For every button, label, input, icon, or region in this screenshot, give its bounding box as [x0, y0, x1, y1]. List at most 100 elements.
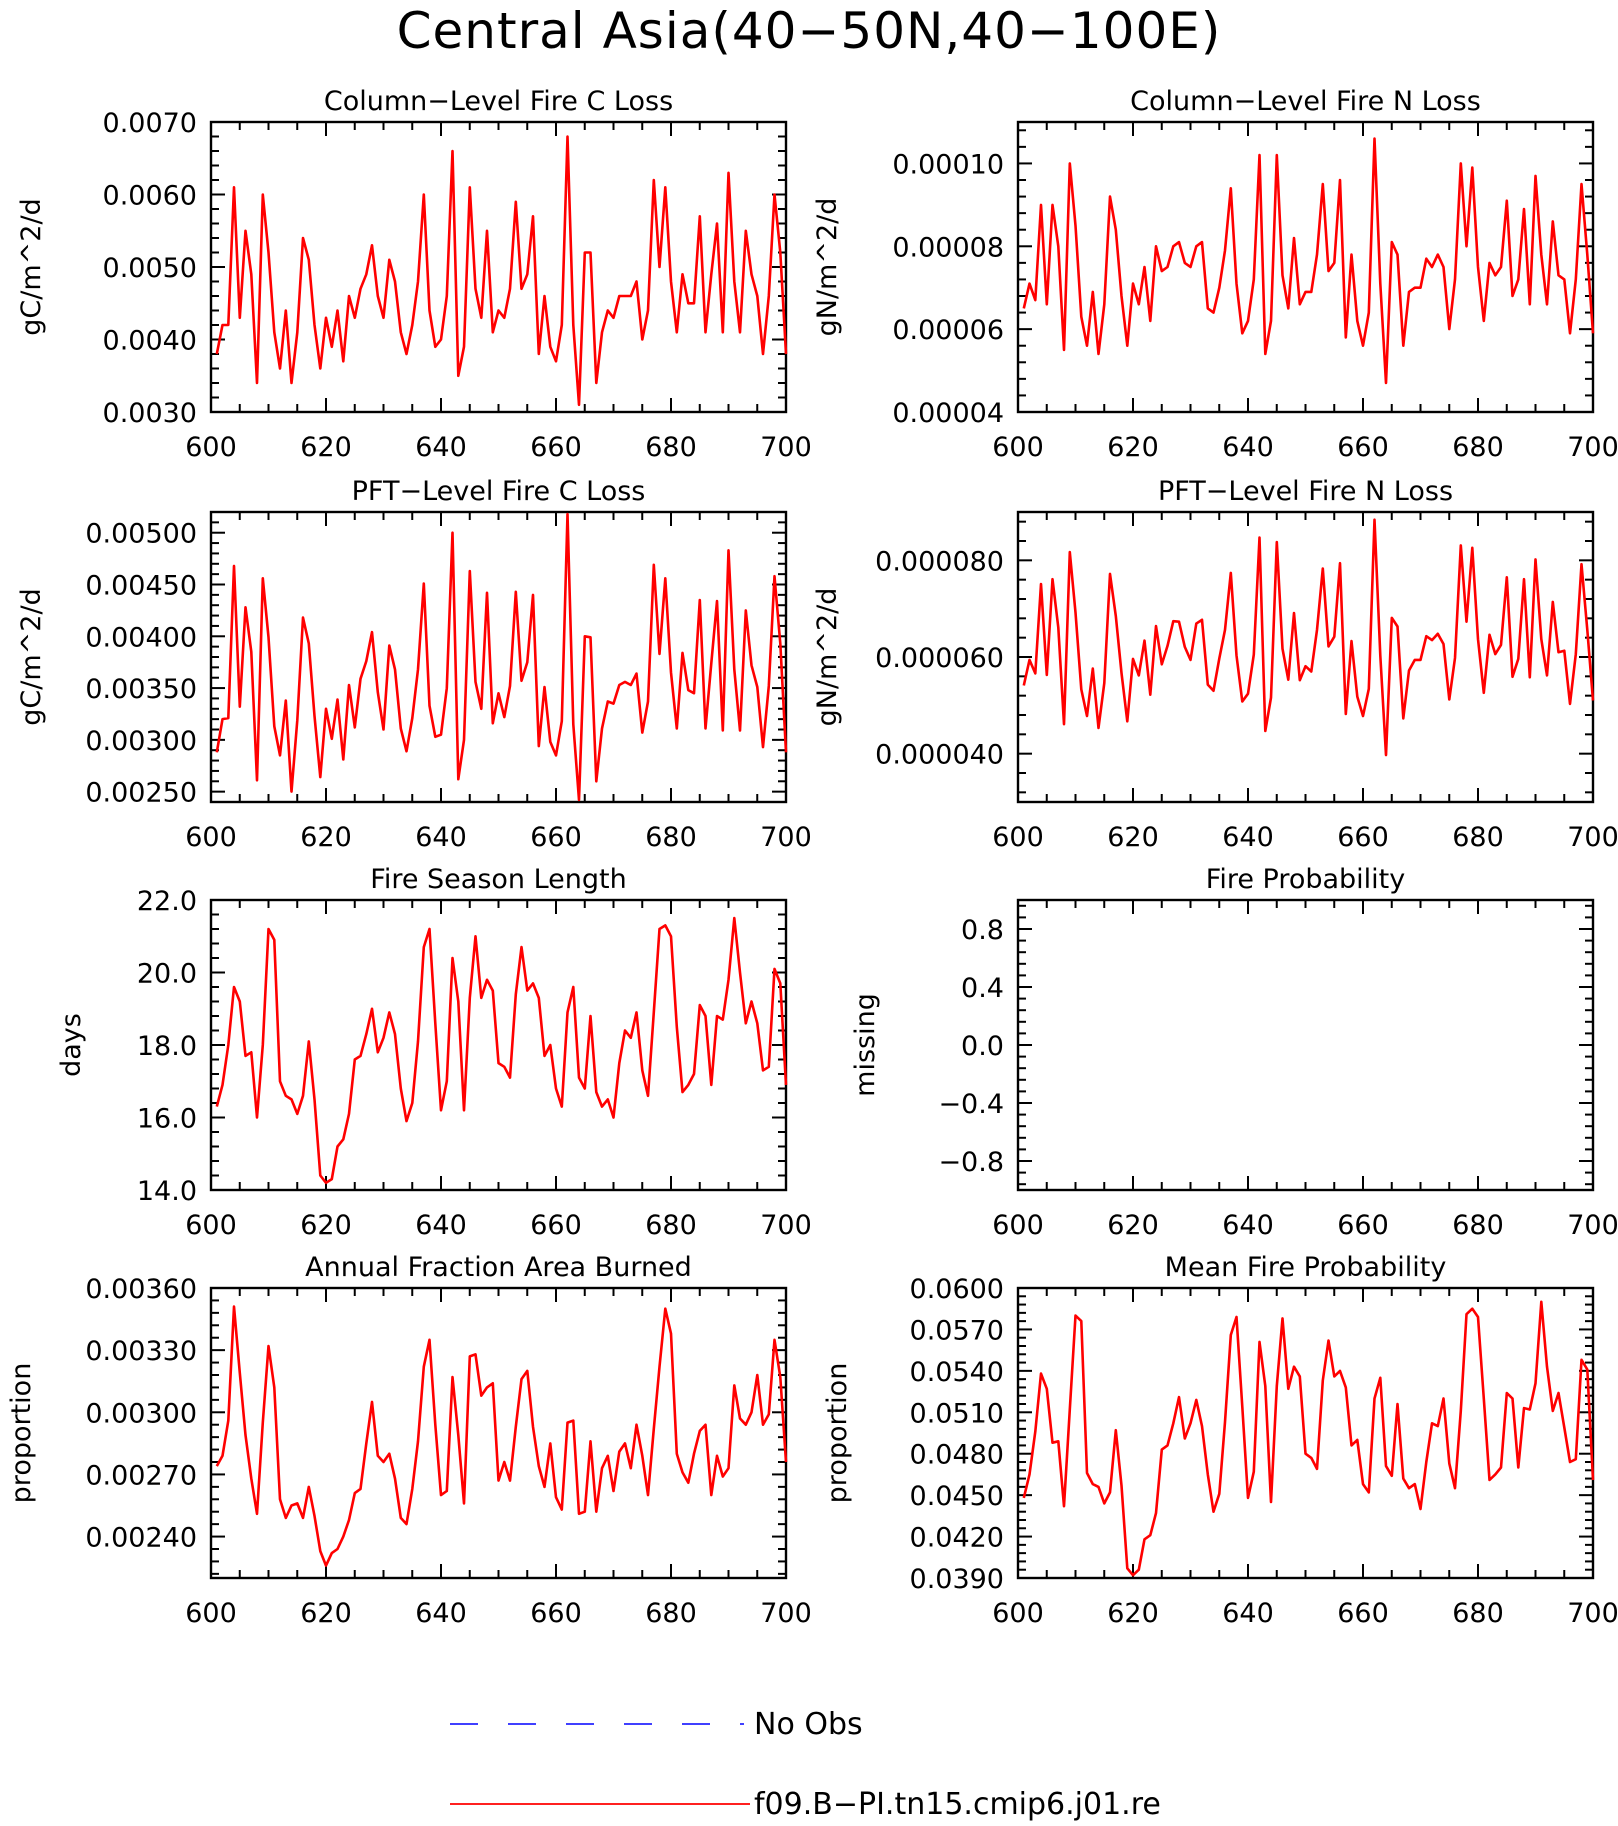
series-line — [215, 1305, 788, 1567]
x-tick-label: 660 — [1337, 1210, 1389, 1241]
y-tick-label: 0.0600 — [910, 1274, 1004, 1305]
x-tick-label: 620 — [300, 1598, 352, 1629]
x-tick-label: 660 — [1337, 432, 1389, 463]
y-tick-label: 0.0390 — [910, 1564, 1004, 1595]
y-axis-label: gN/m^2/d — [812, 198, 843, 337]
y-tick-label: 22.0 — [137, 886, 197, 917]
x-tick-label: 660 — [530, 1598, 582, 1629]
x-tick-label: 700 — [760, 432, 812, 463]
x-tick-label: 620 — [1107, 1598, 1159, 1629]
y-axis-label: gC/m^2/d — [16, 588, 47, 725]
x-tick-label: 660 — [530, 822, 582, 853]
x-tick-label: 700 — [760, 1210, 812, 1241]
x-tick-label: 640 — [415, 822, 467, 853]
y-tick-label: 0.00450 — [85, 571, 197, 602]
x-tick-label: 620 — [300, 432, 352, 463]
x-tick-label: 600 — [185, 1598, 237, 1629]
y-tick-label: 0.00008 — [892, 232, 1004, 263]
x-tick-label: 680 — [1452, 1598, 1504, 1629]
chart-title: Annual Fraction Area Burned — [305, 1252, 692, 1283]
y-tick-label: 0.0040 — [103, 326, 197, 357]
x-tick-label: 600 — [992, 1210, 1044, 1241]
x-tick-label: 660 — [530, 1210, 582, 1241]
chart-panel-3: 600 620 640 660 680 700 0.00250 0.00300 0.00350 0… — [16, 476, 812, 853]
y-tick-label: 0.0070 — [103, 108, 197, 139]
chart-panel-1: 600 620 640 660 680 700 0.0030 0.0040 0.0050 0.00… — [16, 86, 812, 463]
x-tick-label: 640 — [415, 1210, 467, 1241]
x-tick-label: 640 — [415, 1598, 467, 1629]
y-axis-label: gN/m^2/d — [812, 588, 843, 727]
x-tick-label: 680 — [1452, 1210, 1504, 1241]
y-tick-label: 0.00270 — [85, 1460, 197, 1491]
x-tick-label: 680 — [1452, 822, 1504, 853]
series-line — [215, 135, 788, 407]
y-tick-label: 18.0 — [137, 1031, 197, 1062]
legend-swatch-model — [450, 1803, 750, 1805]
page-title: Central Asia(40−50N,40−100E) — [396, 2, 1222, 60]
y-tick-label: 0.0540 — [910, 1357, 1004, 1388]
y-tick-label: 0.0510 — [910, 1398, 1004, 1429]
plot-frame — [1016, 120, 1595, 414]
chart-panel-7: 600 620 640 660 680 700 0.00240 0.00270 0.00300 0… — [6, 1252, 812, 1629]
chart-title: PFT−Level Fire C Loss — [352, 476, 646, 507]
legend-label-obs: No Obs — [754, 1706, 863, 1742]
chart-title: Column−Level Fire C Loss — [324, 86, 673, 117]
chart-panel-6: 600 620 640 660 680 700 −0.8 −0.4 0.0 0.4 0.8 Fire … — [850, 864, 1618, 1241]
y-tick-label: 0.0030 — [103, 398, 197, 429]
y-tick-label: 0.0060 — [103, 181, 197, 212]
y-tick-label: 0.00250 — [85, 778, 197, 809]
y-tick-label: 0.00330 — [85, 1336, 197, 1367]
x-tick-label: 680 — [645, 1598, 697, 1629]
y-tick-label: 14.0 — [137, 1176, 197, 1207]
x-tick-label: 640 — [1222, 1598, 1274, 1629]
series-line — [1022, 137, 1595, 385]
y-tick-label: 0.0570 — [910, 1315, 1004, 1346]
x-tick-label: 600 — [992, 1598, 1044, 1629]
y-tick-label: 0.00240 — [85, 1523, 197, 1554]
series-line — [1022, 1300, 1595, 1577]
x-tick-label: 620 — [1107, 822, 1159, 853]
plot-frame — [1016, 510, 1595, 804]
series-line — [1022, 518, 1595, 757]
y-axis-label: days — [56, 1013, 87, 1077]
y-tick-label: 0.8 — [961, 915, 1004, 946]
chart-panel-4: 600 620 640 660 680 700 0.000040 0.000060 0.0000… — [812, 476, 1618, 853]
chart-panel-5: 600 620 640 660 680 700 14.0 16.0 18.0 20.0 22.0 Fi… — [56, 864, 812, 1241]
y-tick-label: 0.0050 — [103, 253, 197, 284]
x-tick-label: 700 — [1567, 1210, 1618, 1241]
y-tick-label: 0.00006 — [892, 315, 1004, 346]
x-tick-label: 600 — [185, 1210, 237, 1241]
chart-title: Mean Fire Probability — [1165, 1252, 1447, 1283]
plot-frame — [209, 898, 788, 1192]
y-axis-label: missing — [850, 993, 881, 1097]
x-tick-label: 700 — [760, 822, 812, 853]
chart-title: Column−Level Fire N Loss — [1130, 86, 1481, 117]
x-tick-label: 660 — [1337, 822, 1389, 853]
legend-swatch-obs — [450, 1723, 744, 1725]
x-tick-label: 640 — [1222, 822, 1274, 853]
legend-item-obs: No Obs — [450, 1704, 863, 1744]
x-tick-label: 700 — [1567, 432, 1618, 463]
x-tick-label: 700 — [1567, 1598, 1618, 1629]
x-tick-label: 600 — [185, 822, 237, 853]
y-tick-label: 0.0 — [961, 1031, 1004, 1062]
y-tick-label: 0.00010 — [892, 149, 1004, 180]
x-tick-label: 600 — [992, 432, 1044, 463]
x-tick-label: 620 — [1107, 432, 1159, 463]
y-tick-label: −0.4 — [938, 1089, 1004, 1120]
chart-title: Fire Season Length — [370, 864, 626, 895]
y-axis-label: proportion — [822, 1363, 853, 1504]
y-tick-label: 0.00004 — [892, 398, 1004, 429]
chart-panel-8: 600 620 640 660 680 700 0.0390 0.0420 0.0450 0.04… — [822, 1252, 1618, 1629]
y-tick-label: 0.000040 — [875, 740, 1004, 771]
chart-title: Fire Probability — [1206, 864, 1406, 895]
x-tick-label: 640 — [415, 432, 467, 463]
x-tick-label: 620 — [300, 1210, 352, 1241]
y-tick-label: 0.00300 — [85, 1398, 197, 1429]
chart-title: PFT−Level Fire N Loss — [1158, 476, 1453, 507]
plot-frame — [209, 510, 788, 804]
x-tick-label: 680 — [1452, 432, 1504, 463]
y-tick-label: 16.0 — [137, 1104, 197, 1135]
y-axis-label: gC/m^2/d — [16, 198, 47, 335]
